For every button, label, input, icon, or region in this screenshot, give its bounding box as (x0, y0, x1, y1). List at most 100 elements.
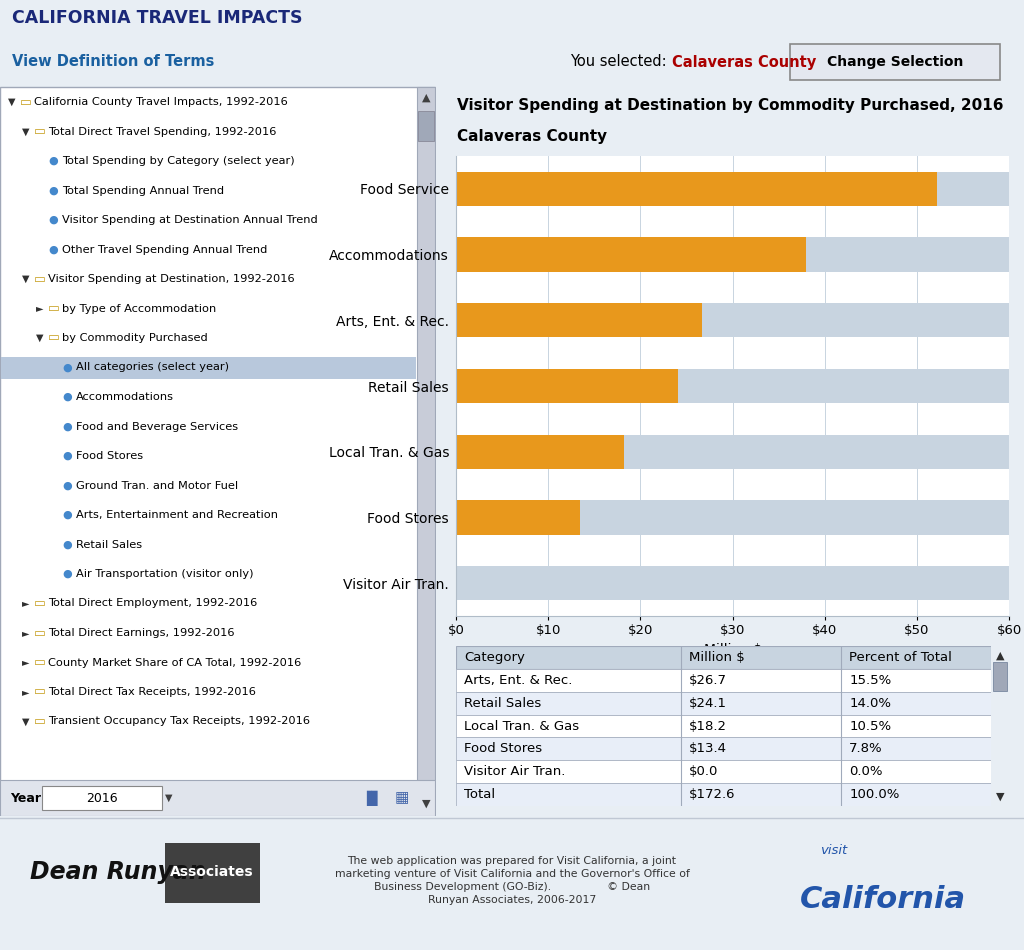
Text: ●: ● (62, 392, 72, 402)
Text: California: California (800, 884, 966, 914)
Text: ●: ● (62, 540, 72, 549)
Text: Total Direct Tax Receipts, 1992-2016: Total Direct Tax Receipts, 1992-2016 (48, 687, 256, 697)
Text: Total: Total (464, 788, 496, 801)
Text: ●: ● (62, 422, 72, 431)
Text: ▭: ▭ (48, 332, 59, 345)
Text: ▭: ▭ (49, 303, 59, 314)
Bar (456, 369, 678, 403)
Text: visit: visit (820, 845, 847, 857)
Text: Air Transportation (visitor only): Air Transportation (visitor only) (76, 569, 254, 579)
Text: You selected:: You selected: (570, 54, 667, 69)
Bar (456, 238, 1009, 272)
Text: Total Direct Travel Spending, 1992-2016: Total Direct Travel Spending, 1992-2016 (48, 126, 276, 137)
Text: ▲: ▲ (422, 93, 430, 103)
Text: Retail Sales: Retail Sales (76, 540, 142, 549)
Text: Visitor Spending at Destination by Commodity Purchased, 2016: Visitor Spending at Destination by Commo… (457, 98, 1004, 113)
Text: ▭: ▭ (35, 126, 45, 137)
Text: Food Stores: Food Stores (464, 742, 542, 755)
Text: ●: ● (62, 451, 72, 461)
Text: $26.7: $26.7 (689, 674, 727, 687)
Text: ►: ► (22, 657, 30, 668)
Text: ▭: ▭ (34, 597, 46, 610)
Bar (456, 501, 580, 535)
Text: ▭: ▭ (48, 302, 59, 315)
Text: 7.8%: 7.8% (849, 742, 883, 755)
Text: ▼: ▼ (995, 791, 1005, 801)
Text: ▼: ▼ (22, 126, 30, 137)
Bar (456, 566, 1009, 600)
Text: View Definition of Terms: View Definition of Terms (12, 54, 214, 69)
Text: ►: ► (22, 628, 30, 638)
Text: Transient Occupancy Tax Receipts, 1992-2016: Transient Occupancy Tax Receipts, 1992-2… (48, 716, 310, 727)
Text: ▭: ▭ (34, 656, 46, 669)
Text: Associates: Associates (170, 865, 254, 880)
Text: $0.0: $0.0 (689, 765, 718, 778)
Text: ▐▌: ▐▌ (360, 790, 384, 806)
Bar (1, 356, 416, 378)
Text: ▭: ▭ (49, 333, 59, 343)
Text: $13.4: $13.4 (689, 742, 727, 755)
Text: ▭: ▭ (35, 687, 45, 697)
Text: ▭: ▭ (34, 125, 46, 138)
Text: Year: Year (10, 791, 41, 805)
Text: ▼: ▼ (36, 333, 43, 343)
Text: CALIFORNIA TRAVEL IMPACTS: CALIFORNIA TRAVEL IMPACTS (12, 10, 302, 28)
Text: Arts, Entertainment and Recreation: Arts, Entertainment and Recreation (76, 510, 278, 520)
Text: Total Spending by Category (select year): Total Spending by Category (select year) (62, 156, 295, 166)
Text: ▲: ▲ (995, 651, 1005, 661)
Text: Local Tran. & Gas: Local Tran. & Gas (464, 719, 580, 732)
Text: Retail Sales: Retail Sales (464, 696, 542, 710)
Text: The web application was prepared for Visit California, a joint
marketing venture: The web application was prepared for Vis… (335, 856, 689, 905)
Text: $24.1: $24.1 (689, 696, 727, 710)
Text: ►: ► (22, 687, 30, 697)
Bar (417, 87, 435, 816)
Text: ▭: ▭ (22, 97, 32, 107)
Text: Visitor Spending at Destination Annual Trend: Visitor Spending at Destination Annual T… (62, 215, 317, 225)
Text: California County Travel Impacts, 1992-2016: California County Travel Impacts, 1992-2… (34, 97, 288, 107)
Bar (456, 172, 937, 206)
Text: Visitor Spending at Destination, 1992-2016: Visitor Spending at Destination, 1992-20… (48, 274, 295, 284)
Text: Calaveras County: Calaveras County (457, 129, 606, 143)
Text: ▭: ▭ (35, 716, 45, 727)
Bar (456, 692, 991, 714)
Text: Food Stores: Food Stores (76, 451, 143, 461)
Text: ●: ● (48, 185, 57, 196)
Bar (418, 111, 434, 141)
Text: ●: ● (62, 510, 72, 520)
Bar (456, 238, 806, 272)
Text: Change Selection: Change Selection (826, 55, 964, 69)
Bar (456, 714, 991, 737)
Text: Total Direct Earnings, 1992-2016: Total Direct Earnings, 1992-2016 (48, 628, 234, 638)
Text: ▭: ▭ (34, 715, 46, 728)
Bar (456, 303, 702, 337)
Text: Percent of Total: Percent of Total (849, 651, 952, 664)
Text: Total Direct Employment, 1992-2016: Total Direct Employment, 1992-2016 (48, 598, 257, 609)
Text: Ground Tran. and Motor Fuel: Ground Tran. and Motor Fuel (76, 481, 239, 490)
Text: 2016: 2016 (86, 791, 118, 805)
Text: ●: ● (48, 244, 57, 255)
Text: $172.6: $172.6 (689, 788, 735, 801)
Text: ▼: ▼ (8, 97, 15, 107)
Bar (456, 737, 991, 760)
Bar (790, 44, 1000, 80)
Bar (993, 662, 1008, 691)
Bar (456, 303, 1009, 337)
Text: ▭: ▭ (35, 628, 45, 638)
Text: Visitor Air Tran.: Visitor Air Tran. (464, 765, 565, 778)
Text: by Commodity Purchased: by Commodity Purchased (62, 333, 208, 343)
Text: Arts, Ent. & Rec.: Arts, Ent. & Rec. (464, 674, 572, 687)
Bar (456, 435, 1009, 468)
Text: by Type of Accommodation: by Type of Accommodation (62, 303, 216, 314)
Text: ▭: ▭ (20, 96, 32, 108)
Text: ▭: ▭ (34, 686, 46, 698)
Text: ►: ► (36, 303, 43, 314)
Text: Accommodations: Accommodations (76, 392, 174, 402)
Text: ▼: ▼ (422, 799, 430, 809)
Text: Other Travel Spending Annual Trend: Other Travel Spending Annual Trend (62, 244, 267, 255)
Bar (456, 435, 624, 468)
Text: ▭: ▭ (34, 273, 46, 286)
Text: 10.5%: 10.5% (849, 719, 891, 732)
Text: 15.5%: 15.5% (849, 674, 892, 687)
Text: ►: ► (22, 598, 30, 609)
Text: $18.2: $18.2 (689, 719, 727, 732)
